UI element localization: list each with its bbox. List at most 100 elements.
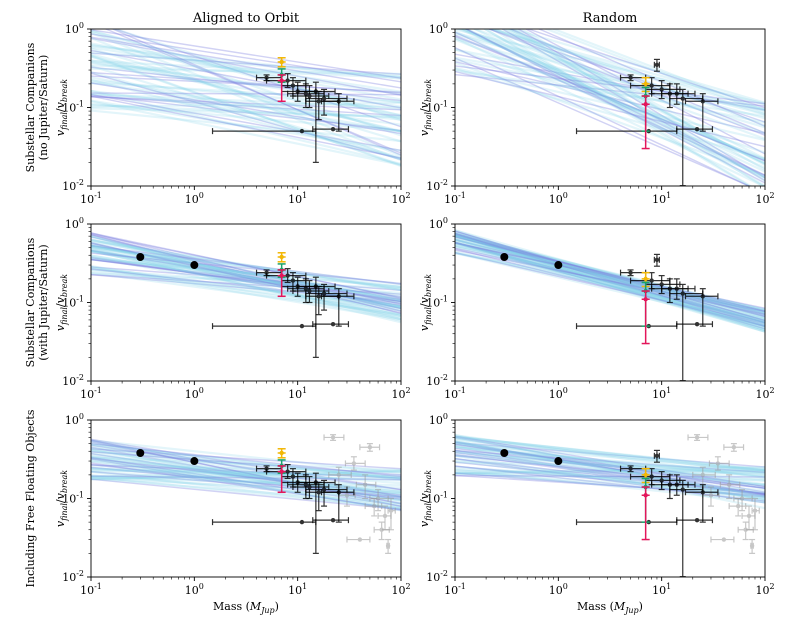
fit-line (91, 66, 401, 102)
fit-line (91, 466, 401, 495)
fit-line (91, 95, 401, 159)
fit-line (455, 235, 765, 324)
fit-line (91, 271, 401, 316)
fit-line (455, 70, 765, 148)
fit-line (91, 458, 401, 512)
fit-line (91, 36, 401, 162)
fit-line (91, 258, 401, 289)
fit-line (455, 238, 765, 315)
fit-line (91, 59, 401, 78)
highlight-point-yellow (277, 252, 286, 263)
fit-line (455, 232, 765, 324)
y-axis-label: vfinal/vbreak (54, 274, 69, 331)
y-tick-label: 100 (65, 216, 84, 231)
fit-line (91, 470, 401, 493)
fit-line (91, 78, 401, 160)
fit-line (455, 229, 765, 331)
free-floating-point-marker (715, 461, 721, 466)
fit-line (543, 29, 765, 114)
fit-line (91, 464, 401, 479)
x-tick-label: 100 (185, 386, 204, 401)
fit-line (455, 65, 765, 105)
free-floating-point-marker (357, 537, 363, 542)
y-axis-label: vfinal/vbreak (54, 79, 69, 136)
fit-line (455, 234, 765, 315)
companion-point (292, 85, 330, 109)
fit-line (455, 231, 765, 319)
fit-line (455, 438, 765, 473)
fit-line (91, 456, 401, 472)
fit-line (455, 34, 765, 162)
fit-line (493, 29, 765, 165)
fit-line (91, 37, 401, 96)
fit-line (455, 230, 765, 326)
fit-line (500, 29, 765, 165)
fit-line (91, 256, 401, 299)
free-floating-point-marker (388, 508, 394, 513)
fit-line-bundle (91, 438, 401, 512)
highlight-points (641, 271, 650, 345)
companion-point-marker (330, 321, 336, 327)
fit-line (91, 238, 401, 302)
fit-line-bundle (455, 229, 765, 333)
fit-line (91, 457, 401, 512)
x-tick-label: 10-1 (444, 191, 466, 206)
fit-line (91, 29, 401, 79)
companion-point-marker (659, 478, 664, 483)
fit-line (463, 29, 765, 180)
fit-line (91, 30, 401, 137)
y-tick-label: 10-1 (62, 295, 84, 310)
fit-line (455, 47, 751, 186)
fit-line (455, 233, 765, 323)
x-tick-label: 100 (549, 582, 568, 597)
companion-point-marker (303, 482, 309, 487)
companion-point (305, 88, 348, 116)
x-tick-label: 102 (755, 386, 774, 401)
fit-line (91, 477, 401, 505)
fit-line (455, 229, 765, 318)
fit-line (91, 255, 401, 317)
fit-line (471, 29, 765, 135)
fit-line (508, 29, 765, 104)
fit-line (455, 235, 765, 317)
companion-point (320, 288, 355, 327)
companion-point-marker (299, 323, 305, 329)
highlight-points (277, 57, 286, 103)
fit-line (91, 44, 401, 80)
companion-point-marker (285, 469, 290, 474)
free-floating-point (692, 466, 716, 488)
fit-line (111, 29, 401, 122)
highlight-points (641, 76, 650, 150)
fit-line (455, 468, 765, 475)
fit-line (91, 235, 401, 316)
companion-points (575, 253, 719, 381)
free-floating-point-marker (752, 508, 758, 513)
fit-line-bundle (91, 232, 401, 324)
fit-line (455, 235, 765, 320)
fit-line (455, 33, 765, 120)
fit-line (487, 29, 765, 123)
fit-line (91, 234, 401, 315)
fit-line (455, 440, 765, 486)
companion-point-marker (336, 490, 341, 495)
fit-line (503, 29, 765, 160)
fit-line (455, 234, 765, 332)
fit-line (91, 459, 401, 510)
fit-line (455, 232, 765, 314)
x-tick-label: 101 (288, 582, 307, 597)
free-floating-points (687, 434, 760, 554)
jupiter-saturn-point (190, 457, 199, 466)
fit-line (91, 463, 401, 500)
highlight-marker (643, 472, 648, 478)
y-axis-label: vfinal/vbreak (418, 470, 433, 527)
fit-line (91, 54, 401, 168)
companion-point (661, 474, 696, 496)
fit-line (91, 448, 401, 499)
fit-line (91, 95, 401, 117)
highlight-point-red (277, 465, 286, 494)
highlight-marker (279, 273, 284, 278)
companion-point (575, 323, 678, 330)
